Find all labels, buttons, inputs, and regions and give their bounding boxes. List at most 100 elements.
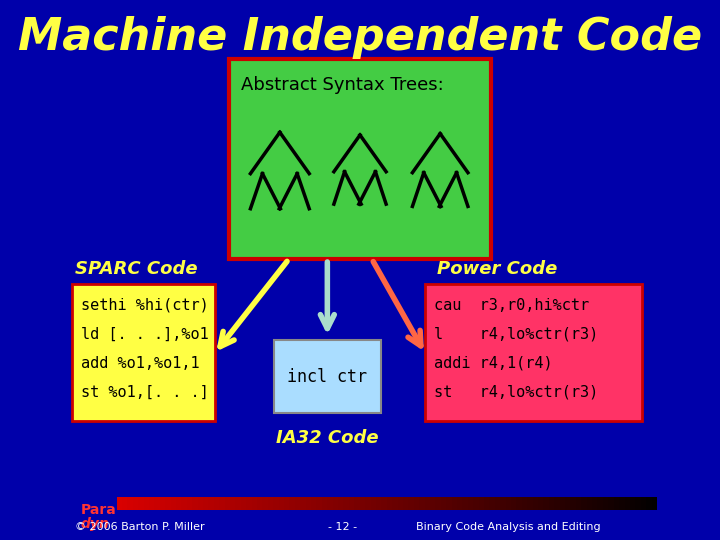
- Bar: [641, 497, 647, 510]
- Bar: [333, 497, 338, 510]
- Text: incl ctr: incl ctr: [287, 368, 367, 386]
- Bar: [468, 497, 474, 510]
- Bar: [122, 497, 128, 510]
- Bar: [165, 497, 171, 510]
- Text: © 2006 Barton P. Miller: © 2006 Barton P. Miller: [76, 522, 205, 531]
- Bar: [235, 497, 241, 510]
- Bar: [171, 497, 176, 510]
- Bar: [186, 497, 193, 510]
- Bar: [511, 497, 517, 510]
- Bar: [219, 497, 225, 510]
- Bar: [268, 497, 274, 510]
- Bar: [619, 497, 625, 510]
- Bar: [295, 497, 301, 510]
- Bar: [414, 497, 420, 510]
- Bar: [533, 497, 539, 510]
- Bar: [538, 497, 544, 510]
- Bar: [576, 497, 582, 510]
- FancyBboxPatch shape: [72, 284, 215, 421]
- Text: st   r4,lo%ctr(r3): st r4,lo%ctr(r3): [434, 384, 598, 400]
- Bar: [246, 497, 252, 510]
- Bar: [208, 497, 215, 510]
- Bar: [262, 497, 269, 510]
- Bar: [349, 497, 355, 510]
- Bar: [257, 497, 263, 510]
- Bar: [322, 497, 328, 510]
- Bar: [592, 497, 598, 510]
- Bar: [240, 497, 247, 510]
- Text: SPARC Code: SPARC Code: [75, 260, 197, 278]
- Bar: [371, 497, 377, 510]
- Bar: [300, 497, 306, 510]
- Bar: [360, 497, 366, 510]
- Bar: [279, 497, 284, 510]
- Text: IA32 Code: IA32 Code: [276, 429, 379, 447]
- Bar: [408, 497, 414, 510]
- Bar: [138, 497, 144, 510]
- Text: Para: Para: [81, 503, 117, 517]
- Bar: [403, 497, 409, 510]
- Text: ld [. . .],%o1: ld [. . .],%o1: [81, 327, 209, 342]
- Bar: [613, 497, 620, 510]
- Bar: [419, 497, 425, 510]
- Text: st %o1,[. . .]: st %o1,[. . .]: [81, 384, 209, 400]
- Text: sethi %hi(ctr): sethi %hi(ctr): [81, 298, 209, 313]
- Bar: [392, 497, 398, 510]
- Bar: [425, 497, 431, 510]
- Bar: [176, 497, 182, 510]
- Bar: [317, 497, 323, 510]
- Text: Binary Code Analysis and Editing: Binary Code Analysis and Editing: [416, 522, 600, 531]
- Bar: [181, 497, 187, 510]
- Bar: [516, 497, 523, 510]
- Bar: [127, 497, 133, 510]
- Bar: [387, 497, 392, 510]
- Bar: [143, 497, 150, 510]
- Bar: [154, 497, 161, 510]
- Bar: [117, 497, 122, 510]
- Text: dyn: dyn: [81, 517, 109, 531]
- Bar: [197, 497, 204, 510]
- Text: cau  r3,r0,hi%ctr: cau r3,r0,hi%ctr: [434, 298, 590, 313]
- Bar: [430, 497, 436, 510]
- Bar: [354, 497, 360, 510]
- Bar: [624, 497, 631, 510]
- Bar: [646, 497, 652, 510]
- Bar: [343, 497, 349, 510]
- Bar: [522, 497, 528, 510]
- Bar: [451, 497, 458, 510]
- FancyBboxPatch shape: [230, 59, 490, 259]
- Bar: [289, 497, 295, 510]
- Bar: [581, 497, 588, 510]
- Bar: [132, 497, 139, 510]
- Text: - 12 -: - 12 -: [328, 522, 356, 531]
- Bar: [203, 497, 209, 510]
- Text: Machine Independent Code: Machine Independent Code: [18, 16, 702, 59]
- Bar: [505, 497, 512, 510]
- Bar: [544, 497, 549, 510]
- Bar: [587, 497, 593, 510]
- Bar: [306, 497, 312, 510]
- Bar: [603, 497, 609, 510]
- Bar: [559, 497, 566, 510]
- Bar: [527, 497, 534, 510]
- Bar: [160, 497, 166, 510]
- Bar: [311, 497, 317, 510]
- Bar: [457, 497, 463, 510]
- Bar: [565, 497, 571, 510]
- Bar: [382, 497, 387, 510]
- Bar: [225, 497, 230, 510]
- Bar: [436, 497, 441, 510]
- Text: addi r4,1(r4): addi r4,1(r4): [434, 356, 553, 370]
- Bar: [635, 497, 642, 510]
- Bar: [479, 497, 485, 510]
- Text: Abstract Syntax Trees:: Abstract Syntax Trees:: [241, 76, 444, 93]
- Bar: [554, 497, 560, 510]
- Bar: [598, 497, 603, 510]
- Bar: [608, 497, 614, 510]
- Bar: [251, 497, 258, 510]
- Bar: [490, 497, 495, 510]
- Bar: [652, 497, 657, 510]
- Bar: [338, 497, 344, 510]
- Bar: [328, 497, 333, 510]
- Bar: [214, 497, 220, 510]
